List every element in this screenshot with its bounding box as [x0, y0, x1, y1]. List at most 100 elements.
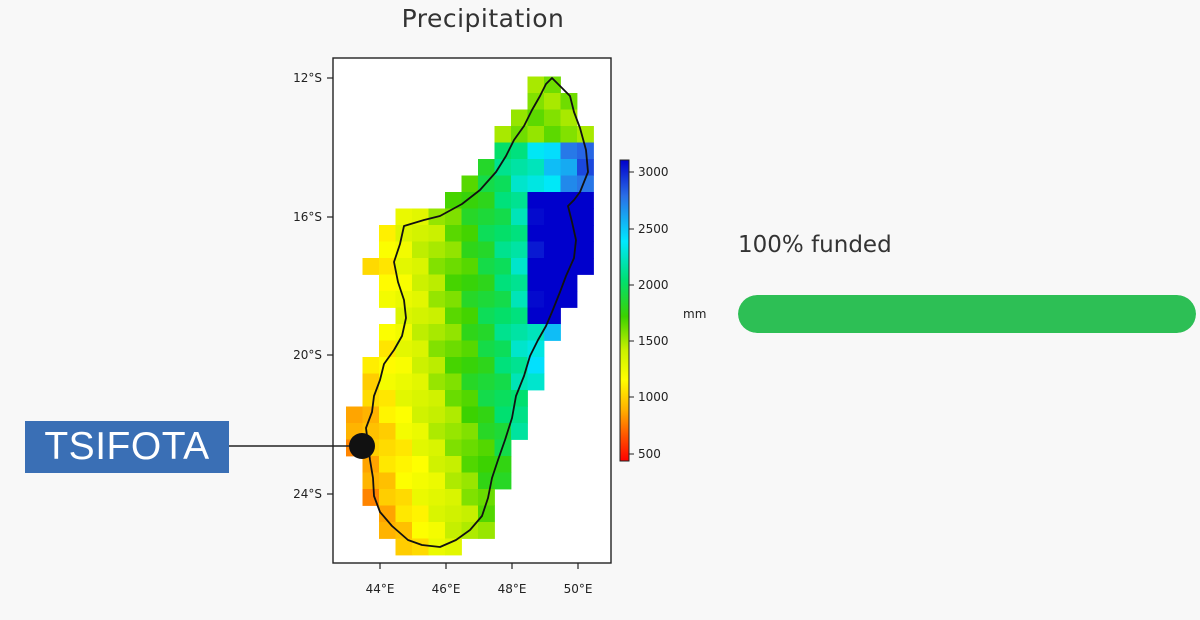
raster-cell	[461, 307, 479, 325]
raster-cell	[478, 489, 495, 506]
raster-cell	[478, 192, 495, 209]
raster-cell	[560, 291, 578, 308]
raster-cell	[445, 340, 462, 358]
raster-cell	[379, 456, 396, 473]
map-frame	[332, 57, 612, 564]
raster-cell	[560, 208, 578, 226]
raster-cell	[412, 340, 429, 358]
raster-cell	[379, 241, 396, 259]
raster-cell	[527, 192, 545, 209]
raster-cell	[379, 472, 396, 490]
raster-cell	[428, 340, 446, 358]
raster-cell	[577, 159, 594, 176]
raster-cell	[395, 423, 413, 440]
raster-cell	[428, 423, 446, 440]
raster-cell	[544, 225, 561, 242]
raster-cell	[494, 357, 512, 374]
raster-cell	[379, 505, 396, 523]
lon-tick-label: 44°E	[366, 582, 395, 596]
raster-cell	[494, 274, 512, 292]
raster-cell	[412, 373, 429, 391]
raster-cell	[511, 109, 528, 127]
raster-cell	[478, 456, 495, 473]
raster-cell	[544, 291, 561, 308]
lat-tick-label: 24°S	[293, 487, 322, 501]
raster-cell	[560, 142, 578, 160]
colorbar-tick-label: 1000	[638, 390, 669, 404]
raster-cell	[379, 340, 396, 358]
raster-cell	[428, 324, 446, 341]
colorbar-tick-label: 1500	[638, 334, 669, 348]
raster-cell	[346, 406, 363, 424]
raster-cell	[379, 373, 396, 391]
raster-cell	[494, 340, 512, 358]
raster-cell	[412, 225, 429, 242]
colorbar-tick-label: 500	[638, 447, 661, 461]
raster-cell	[577, 225, 594, 242]
raster-cell	[445, 258, 462, 275]
raster-cell	[445, 522, 462, 539]
raster-cell	[494, 258, 512, 275]
raster-cell	[445, 423, 462, 440]
location-label[interactable]: TSIFOTA	[25, 421, 229, 473]
raster-cell	[461, 406, 479, 424]
raster-cell	[428, 439, 446, 457]
raster-cell	[461, 192, 479, 209]
raster-cell	[577, 258, 594, 275]
raster-cell	[379, 274, 396, 292]
raster-cell	[412, 489, 429, 506]
raster-cell	[560, 258, 578, 275]
raster-cell	[412, 439, 429, 457]
funded-label: 100% funded	[738, 232, 892, 258]
raster-cell	[395, 522, 413, 539]
lat-tick-label: 20°S	[293, 348, 322, 362]
raster-cell	[560, 109, 578, 127]
raster-cell	[395, 439, 413, 457]
map-title: Precipitation	[401, 4, 565, 33]
raster-cell	[395, 225, 413, 242]
raster-cell	[527, 291, 545, 308]
raster-cell	[527, 76, 545, 94]
funding-progress-bar	[738, 295, 1196, 333]
raster-cell	[478, 291, 495, 308]
raster-cell	[511, 390, 528, 407]
raster-cell	[527, 175, 545, 193]
raster-cell	[544, 159, 561, 176]
raster-cell	[494, 241, 512, 259]
raster-cell	[577, 241, 594, 259]
raster-cell	[379, 439, 396, 457]
raster-cell	[478, 505, 495, 523]
raster-cell	[395, 456, 413, 473]
raster-cell	[478, 208, 495, 226]
raster-cell	[511, 406, 528, 424]
raster-cell	[511, 258, 528, 275]
raster-cell	[445, 439, 462, 457]
raster-cell	[544, 192, 561, 209]
raster-cell	[494, 175, 512, 193]
raster-cell	[461, 324, 479, 341]
raster-cell	[544, 175, 561, 193]
lon-tick-label: 46°E	[432, 582, 461, 596]
raster-cell	[445, 291, 462, 308]
lon-axis: 44°E 46°E 48°E 50°E	[366, 563, 592, 596]
raster-cell	[428, 373, 446, 391]
raster-cell	[478, 522, 495, 539]
raster-cell	[461, 357, 479, 374]
raster-cell	[478, 340, 495, 358]
raster-cell	[461, 258, 479, 275]
raster-cell	[461, 423, 479, 440]
raster-cell	[412, 291, 429, 308]
raster-cell	[379, 390, 396, 407]
raster-cell	[494, 208, 512, 226]
raster-cell	[461, 390, 479, 407]
raster-cell	[577, 192, 594, 209]
raster-cell	[428, 241, 446, 259]
raster-cell	[527, 142, 545, 160]
raster-cell	[544, 126, 561, 143]
raster-cell	[445, 192, 462, 209]
location-marker-icon[interactable]	[349, 433, 375, 459]
raster-cell	[412, 505, 429, 523]
raster-cell	[478, 373, 495, 391]
raster-cell	[494, 192, 512, 209]
raster-cell	[527, 109, 545, 127]
